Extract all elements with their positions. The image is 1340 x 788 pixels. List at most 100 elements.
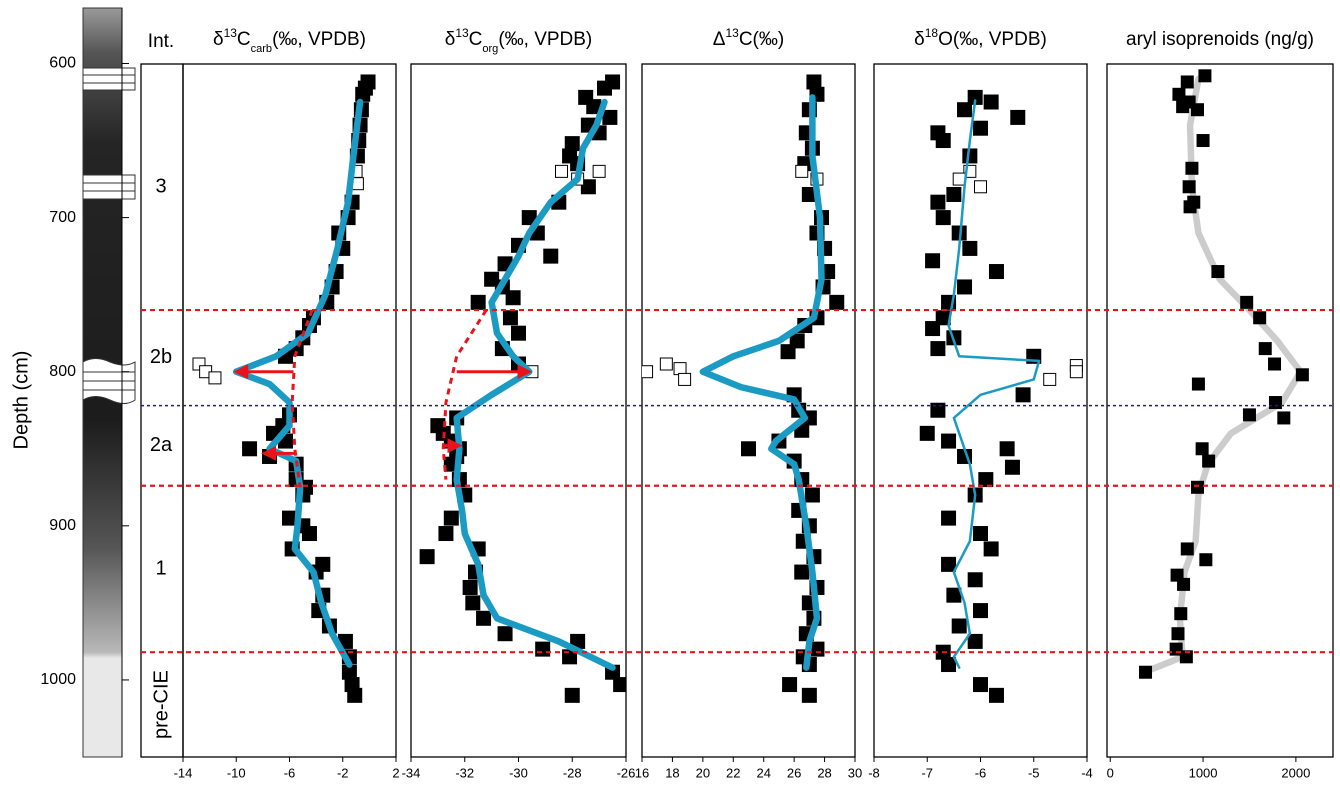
data-point bbox=[1192, 378, 1204, 390]
data-point bbox=[968, 573, 982, 587]
y-tick-label: 900 bbox=[49, 517, 76, 534]
panel-title: δ13Ccarb(‰, VPDB) bbox=[213, 26, 366, 55]
data-point bbox=[503, 311, 517, 325]
title-part: C bbox=[237, 29, 251, 50]
data-point bbox=[1000, 442, 1014, 456]
panel-title: aryl isoprenoids (ng/g) bbox=[1126, 29, 1314, 50]
data-point bbox=[466, 596, 480, 610]
data-point bbox=[979, 473, 993, 487]
data-point bbox=[963, 241, 977, 255]
x-tick-label: -34 bbox=[402, 765, 421, 780]
x-tick-label: 30 bbox=[848, 765, 862, 780]
y-tick-label: 700 bbox=[49, 209, 76, 226]
panel-title: δ18O(‰, VPDB) bbox=[914, 26, 1047, 50]
plot-area bbox=[1140, 70, 1309, 678]
data-point bbox=[989, 688, 1003, 702]
title-part: (‰, VPDB) bbox=[498, 29, 592, 50]
data-point bbox=[1011, 110, 1025, 124]
x-tick-label: -10 bbox=[227, 765, 246, 780]
data-point bbox=[1140, 666, 1152, 678]
data-point bbox=[444, 511, 458, 525]
x-tick-label: 22 bbox=[726, 765, 740, 780]
data-point bbox=[498, 627, 512, 641]
data-point bbox=[1186, 162, 1198, 174]
x-tick-label: 2000 bbox=[1281, 765, 1310, 780]
title-part: 18 bbox=[925, 26, 939, 40]
x-tick-label: 20 bbox=[696, 765, 710, 780]
data-point bbox=[742, 442, 756, 456]
title-part: Δ bbox=[713, 29, 726, 50]
data-point bbox=[1243, 409, 1255, 421]
title-part: (‰, VPDB) bbox=[272, 29, 366, 50]
x-tick-label: -2 bbox=[337, 765, 349, 780]
data-point bbox=[783, 678, 797, 692]
open-point bbox=[209, 372, 221, 384]
data-point bbox=[805, 488, 819, 502]
interval-label: pre-CIE bbox=[150, 670, 172, 739]
x-tick-label: 28 bbox=[817, 765, 831, 780]
panel-title: δ13Corg(‰, VPDB) bbox=[445, 26, 593, 55]
title-part: carb bbox=[251, 43, 272, 55]
data-point bbox=[565, 688, 579, 702]
data-point bbox=[931, 195, 945, 209]
x-tick-label: -6 bbox=[284, 765, 296, 780]
data-point bbox=[920, 426, 934, 440]
open-point bbox=[556, 165, 568, 177]
open-point bbox=[641, 366, 653, 378]
x-tick-label: -8 bbox=[868, 765, 880, 780]
data-point bbox=[544, 249, 558, 263]
x-tick-label: 18 bbox=[665, 765, 679, 780]
y-tick-label: 600 bbox=[49, 55, 76, 72]
data-point bbox=[1269, 358, 1281, 370]
x-tick-label: 26 bbox=[787, 765, 801, 780]
data-point bbox=[1259, 343, 1271, 355]
data-point bbox=[952, 619, 966, 633]
y-axis-label: Depth (cm) bbox=[10, 351, 32, 450]
title-part: δ bbox=[213, 29, 224, 50]
data-point bbox=[1296, 369, 1308, 381]
data-point bbox=[420, 550, 434, 564]
plot-area bbox=[193, 75, 375, 702]
data-point bbox=[1278, 412, 1290, 424]
title-part: 13 bbox=[725, 26, 739, 40]
title-part: 13 bbox=[455, 26, 469, 40]
data-point bbox=[947, 187, 961, 201]
plot-area bbox=[420, 75, 628, 702]
open-point bbox=[660, 358, 672, 370]
data-point bbox=[968, 634, 982, 648]
data-point bbox=[1212, 266, 1224, 278]
data-point bbox=[356, 87, 370, 101]
x-tick-label: -30 bbox=[509, 765, 528, 780]
data-point bbox=[781, 345, 795, 359]
data-point bbox=[1269, 397, 1281, 409]
data-point bbox=[974, 527, 988, 541]
data-point bbox=[1200, 554, 1212, 566]
interval-label: 3 bbox=[155, 175, 166, 197]
data-point bbox=[958, 103, 972, 117]
plot-area bbox=[920, 90, 1082, 702]
data-point bbox=[1191, 481, 1203, 493]
data-point bbox=[1183, 181, 1195, 193]
data-point bbox=[1254, 312, 1266, 324]
open-point bbox=[679, 373, 691, 385]
data-point bbox=[598, 81, 612, 95]
title-part: δ bbox=[914, 29, 925, 50]
data-point bbox=[283, 511, 297, 525]
data-point bbox=[974, 604, 988, 618]
data-point bbox=[936, 134, 950, 148]
data-point bbox=[989, 265, 1003, 279]
data-point bbox=[942, 511, 956, 525]
data-point bbox=[477, 611, 491, 625]
data-point bbox=[802, 688, 816, 702]
data-point bbox=[1199, 70, 1211, 82]
x-tick-label: -28 bbox=[563, 765, 582, 780]
data-point bbox=[926, 254, 940, 268]
data-point bbox=[1178, 578, 1190, 590]
data-point bbox=[1184, 201, 1196, 213]
interval-title: Int. bbox=[148, 31, 174, 52]
x-tick-label: -4 bbox=[1081, 765, 1093, 780]
data-point bbox=[1196, 443, 1208, 455]
data-point bbox=[1197, 135, 1209, 147]
data-point bbox=[1175, 608, 1187, 620]
data-point bbox=[1181, 76, 1193, 88]
